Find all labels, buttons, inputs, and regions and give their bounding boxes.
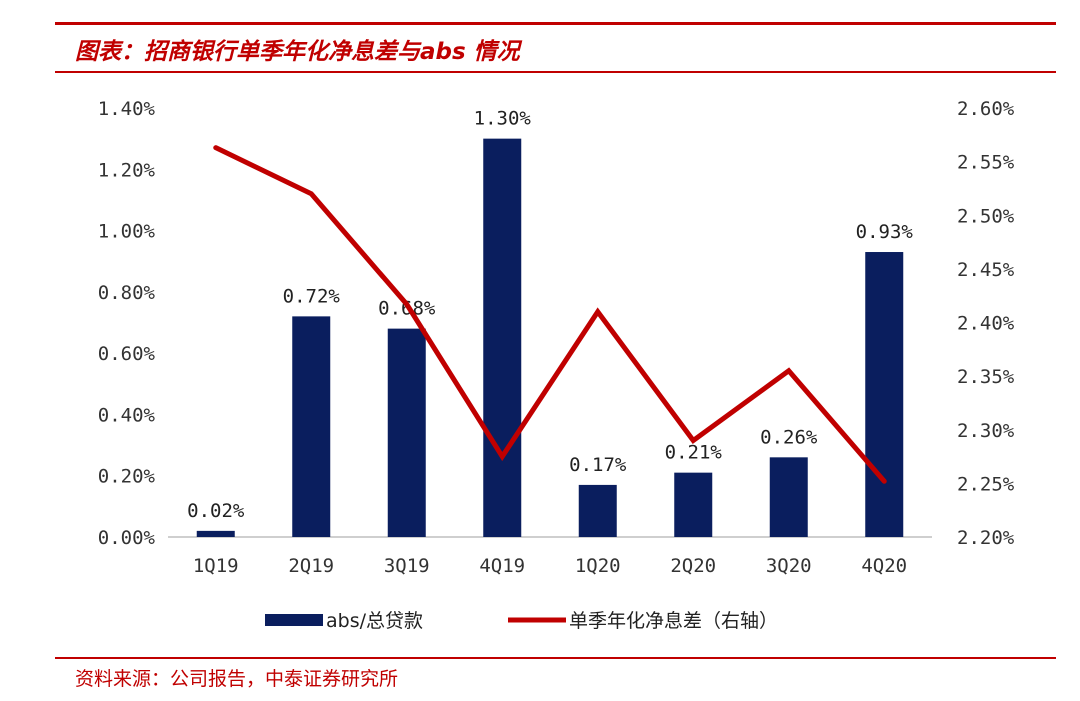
source-note: 资料来源：公司报告，中泰证券研究所 [75,668,399,690]
bar [578,484,617,537]
bar-data-label: 0.21% [665,442,723,464]
legend-bar-swatch [265,614,323,626]
category-label: 2Q19 [288,555,334,577]
left-tick-label: 0.20% [98,466,156,488]
bar-data-label: 1.30% [474,108,532,130]
bar [387,328,426,537]
bar-data-label: 0.93% [856,221,914,243]
bar-data-label: 0.02% [187,500,245,522]
bar [292,316,331,537]
legend-line-label: 单季年化净息差（右轴） [569,610,778,632]
header-top-rule [55,22,1056,25]
bar-series [196,138,904,537]
bar-data-label: 0.26% [760,426,818,448]
bar-data-label: 0.72% [283,285,341,307]
category-label: 2Q20 [670,555,716,577]
left-tick-label: 0.40% [98,404,156,426]
bar-data-labels: 0.02%0.72%0.68%1.30%0.17%0.21%0.26%0.93% [187,108,913,522]
right-tick-label: 2.25% [957,473,1015,495]
left-tick-label: 1.40% [98,98,156,120]
right-tick-label: 2.40% [957,313,1015,335]
left-tick-label: 1.00% [98,221,156,243]
right-tick-label: 2.50% [957,205,1015,227]
category-label: 4Q20 [861,555,907,577]
bar [769,457,808,537]
left-tick-label: 0.60% [98,343,156,365]
right-tick-label: 2.20% [957,527,1015,549]
line-series [213,145,887,484]
category-label: 4Q19 [479,555,525,577]
right-tick-label: 2.55% [957,152,1015,174]
right-axis: 2.20% 2.25% 2.30% 2.35% 2.40% 2.45% 2.50% 2.55%… [957,98,1015,549]
right-tick-label: 2.60% [957,98,1015,120]
left-axis: 0.00% 0.20% 0.40% 0.60% 0.80% 1.00% 1.20% 1.40% [98,98,156,549]
left-tick-label: 0.00% [98,527,156,549]
left-tick-label: 1.20% [98,159,156,181]
bar [674,472,713,537]
footer-rule [55,657,1056,659]
right-tick-label: 2.30% [957,420,1015,442]
legend: abs/总贷款 单季年化净息差（右轴） [265,610,778,632]
margin-line [213,145,887,484]
category-label: 3Q19 [384,555,430,577]
right-tick-label: 2.35% [957,366,1015,388]
left-tick-label: 0.80% [98,282,156,304]
category-label: 3Q20 [766,555,812,577]
bar [865,252,904,537]
right-tick-label: 2.45% [957,259,1015,281]
bar [196,530,235,537]
category-label: 1Q20 [575,555,621,577]
bar [483,138,522,537]
x-axis-categories: 1Q19 2Q19 3Q19 4Q19 1Q20 2Q20 3Q20 4Q20 [193,555,907,577]
legend-bar-label: abs/总贷款 [326,610,423,632]
category-label: 1Q19 [193,555,239,577]
bar-data-label: 0.17% [569,454,627,476]
header-bottom-rule [55,71,1056,73]
chart-title: 图表：招商银行单季年化净息差与abs 情况 [75,39,520,65]
